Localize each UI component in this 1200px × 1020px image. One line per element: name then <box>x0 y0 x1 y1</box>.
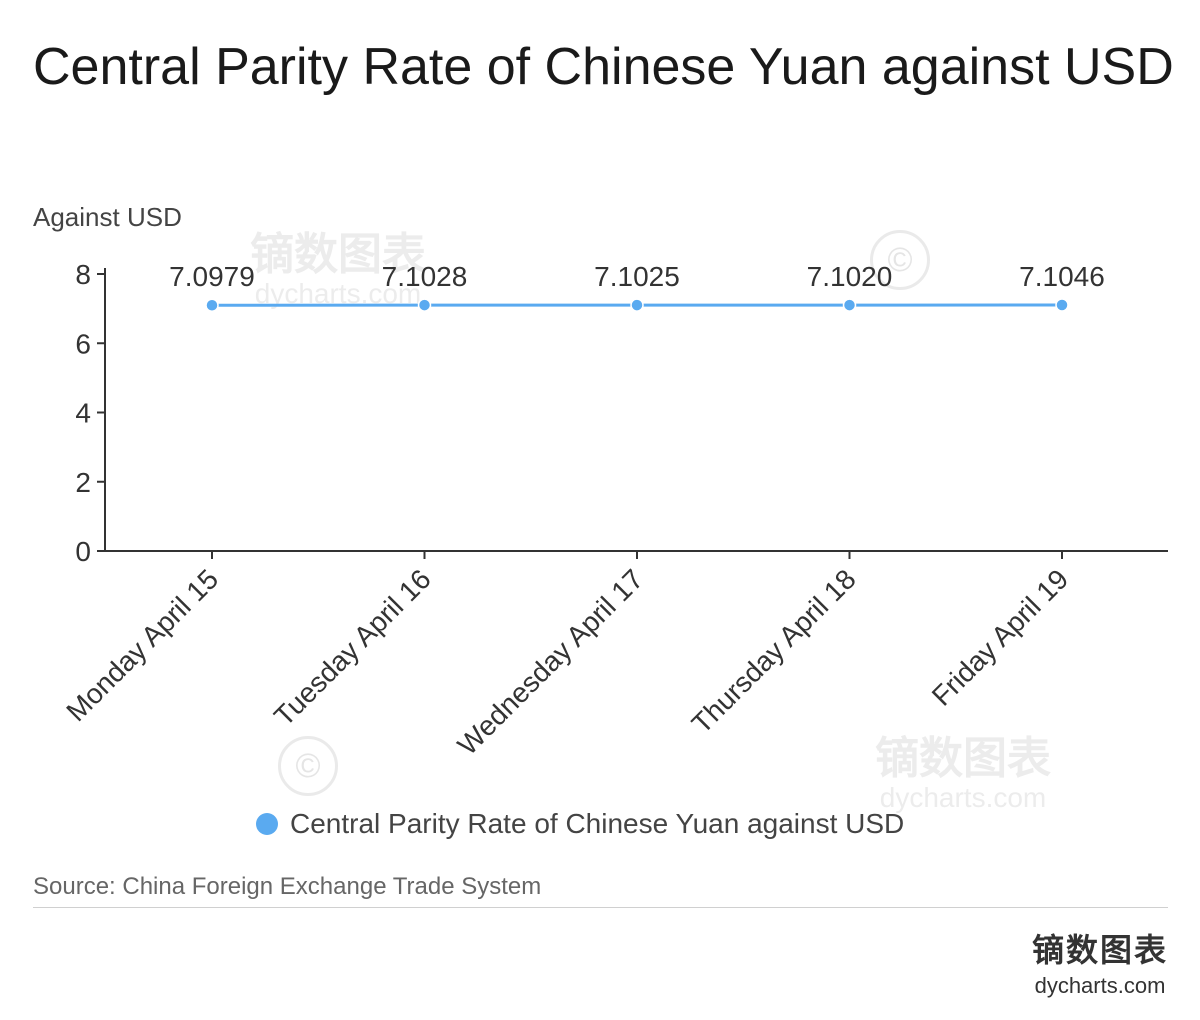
y-axis-unit-label: Against USD <box>33 202 182 232</box>
y-tick-label: 6 <box>75 328 91 359</box>
brand-logo: 镝数图表 dycharts.com <box>1032 925 1168 999</box>
data-label: 7.1046 <box>1019 261 1105 292</box>
y-tick-label: 8 <box>75 259 91 290</box>
data-point <box>630 298 644 312</box>
data-label: 7.1020 <box>807 261 893 292</box>
divider <box>33 907 1168 908</box>
data-point <box>417 298 432 312</box>
x-tick-label: Monday April 15 <box>60 563 224 727</box>
chart-title: Central Parity Rate of Chinese Yuan agai… <box>33 38 1174 96</box>
data-point <box>205 298 219 312</box>
brand-name: 镝数图表 <box>1031 931 1168 969</box>
x-tick-label: Tuesday April 16 <box>268 563 437 732</box>
y-tick-label: 0 <box>75 536 91 567</box>
data-label: 7.1028 <box>382 261 468 292</box>
legend-label: Central Parity Rate of Chinese Yuan agai… <box>290 808 905 839</box>
x-tick-label: Wednesday April 17 <box>452 563 650 761</box>
source-note: Source: China Foreign Exchange Trade Sys… <box>33 873 542 900</box>
x-tick-label: Thursday April 18 <box>686 563 862 739</box>
y-tick-label: 4 <box>75 398 91 429</box>
brand-domain: dycharts.com <box>1034 973 1166 998</box>
y-tick-label: 2 <box>75 467 91 498</box>
data-label: 7.0979 <box>169 261 255 292</box>
legend-marker <box>256 813 278 835</box>
data-point <box>1055 298 1069 312</box>
data-label: 7.1025 <box>594 261 680 292</box>
legend: Central Parity Rate of Chinese Yuan agai… <box>256 808 904 840</box>
data-point <box>842 298 857 312</box>
x-tick-label: Friday April 19 <box>926 563 1074 711</box>
